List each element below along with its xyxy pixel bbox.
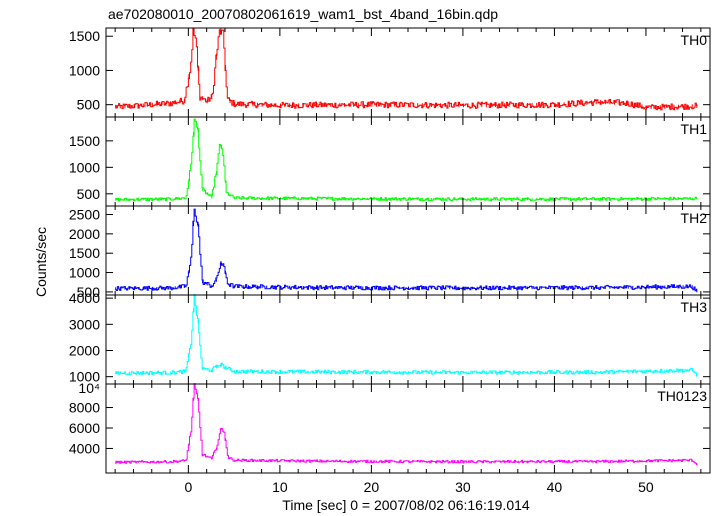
series-line-th2: [115, 208, 698, 292]
error-bars-th0: [115, 28, 698, 110]
series-line-th0: [115, 28, 698, 111]
series-name: TH0: [681, 32, 708, 48]
y-tick-label: 2000: [69, 226, 100, 242]
y-tick-label: 1000: [69, 159, 100, 175]
y-tick-label: 1000: [69, 265, 100, 281]
x-tick-label: 50: [638, 479, 654, 495]
error-bars-th0123: [115, 398, 698, 465]
y-tick-label: 500: [77, 186, 101, 202]
y-tick-label: 1500: [69, 245, 100, 261]
chart-title: ae702080010_20070802061619_wam1_bst_4ban…: [108, 6, 498, 22]
series-name: TH2: [681, 210, 708, 226]
series-name: TH1: [681, 121, 708, 137]
y-tick-label: 4000: [69, 290, 100, 306]
y-tick-label: 500: [77, 284, 101, 300]
error-bars-th2: [115, 221, 698, 293]
y-axis-label: Counts/sec: [33, 227, 49, 297]
x-tick-label: 40: [547, 479, 563, 495]
y-tick-label: 8000: [69, 400, 100, 416]
y-tick-label: 6000: [69, 420, 100, 436]
y-tick-label: 4000: [69, 440, 100, 456]
error-bars-th3: [115, 308, 698, 376]
panel-th2: 500 1000 1500 2000 2500 TH2: [69, 205, 711, 300]
series-name: TH0123: [657, 388, 707, 404]
panel-frame: [105, 116, 711, 207]
x-axis-label: Time [sec] 0 = 2007/08/02 06:16:19.014: [282, 497, 530, 513]
y-tick-label: 1500: [69, 133, 100, 149]
y-tick-label: 1000: [69, 369, 100, 385]
panel-th0123: 4000 6000 8000 10⁴ TH0123: [69, 380, 711, 474]
panel-th1: 500 1000 1500 TH1: [69, 116, 711, 207]
x-tick-label: 30: [455, 479, 471, 495]
error-bars-th1: [115, 128, 698, 201]
y-tick-label: 1000: [69, 62, 100, 78]
y-tick-label: 10⁴: [78, 380, 100, 396]
x-tick-label: 10: [272, 479, 288, 495]
panel-th0: 500 1000 1500 TH0: [69, 27, 711, 118]
series-line-th0123: [115, 383, 698, 466]
y-tick-label: 1500: [69, 28, 100, 44]
panel-th3: 1000 2000 3000 4000 TH3: [69, 290, 711, 385]
y-tick-label: 2000: [69, 342, 100, 358]
y-tick-label: 500: [77, 97, 101, 113]
series-line-th3: [115, 294, 698, 377]
y-tick-label: 2500: [69, 207, 100, 223]
panel-frame: [105, 383, 711, 474]
y-tick-label: 3000: [69, 316, 100, 332]
series-name: TH3: [681, 299, 708, 315]
x-tick-label: 20: [364, 479, 380, 495]
x-tick-label: 0: [184, 479, 192, 495]
